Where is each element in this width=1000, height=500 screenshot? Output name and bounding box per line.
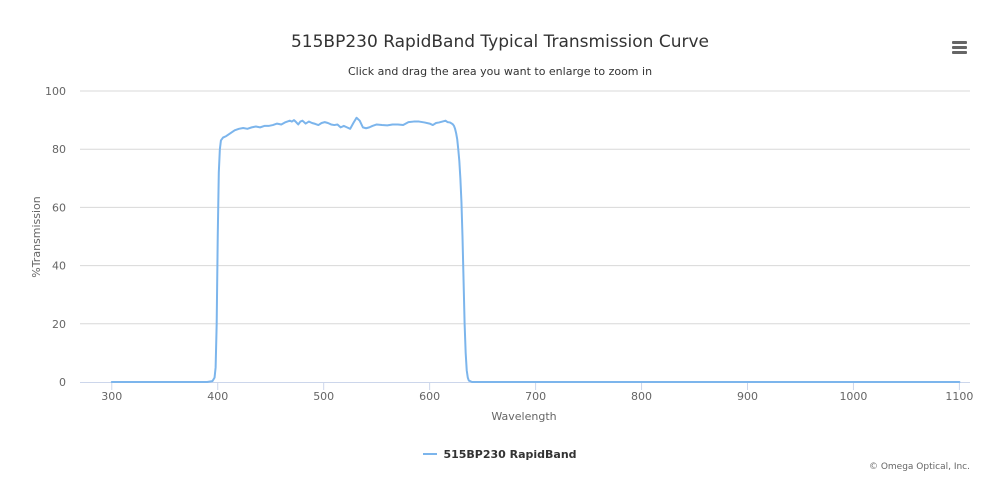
chart-subtitle: Click and drag the area you want to enla…: [347, 65, 653, 78]
series-line[interactable]: [110, 116, 961, 383]
y-axis-title: %Transmission: [30, 196, 43, 278]
x-tick-label: 700: [525, 390, 546, 403]
y-tick-label: 0: [59, 376, 66, 389]
grid-lines: [80, 90, 970, 325]
x-tick-label: 800: [631, 390, 652, 403]
x-axis: 300 400 500 600 700 800 900 1000 1100: [80, 382, 973, 403]
y-axis: 0 20 40 60 80 100: [45, 85, 66, 389]
x-axis-title: Wavelength: [491, 410, 556, 423]
y-tick-label: 20: [52, 318, 66, 331]
x-tick-label: 1100: [945, 390, 973, 403]
y-tick-label: 40: [52, 260, 66, 273]
legend-swatch: [423, 453, 438, 455]
x-tick-label: 900: [737, 390, 758, 403]
legend-label: 515BP230 RapidBand: [443, 448, 577, 461]
y-tick-label: 60: [52, 201, 66, 214]
chart-title: 515BP230 RapidBand Typical Transmission …: [290, 32, 709, 52]
hamburger-menu-icon[interactable]: [946, 36, 974, 58]
x-tick-label: 300: [101, 390, 122, 403]
series-group: [110, 116, 961, 383]
x-tick-label: 600: [419, 390, 440, 403]
x-tick-label: 500: [313, 390, 334, 403]
y-tick-label: 80: [52, 143, 66, 156]
x-tick-label: 1000: [839, 390, 867, 403]
legend-item[interactable]: 515BP230 RapidBand: [0, 448, 1000, 461]
x-tick-label: 400: [207, 390, 228, 403]
credits-link[interactable]: © Omega Optical, Inc.: [868, 462, 970, 472]
y-tick-label: 100: [45, 85, 66, 98]
